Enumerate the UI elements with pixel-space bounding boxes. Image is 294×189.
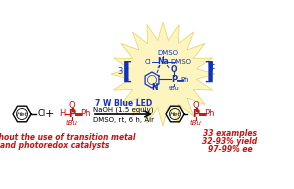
Text: P: P — [69, 109, 76, 119]
Text: DMSO: DMSO — [158, 50, 178, 56]
Text: Ph: Ph — [181, 77, 189, 83]
Text: Na: Na — [157, 57, 169, 67]
Text: Without the use of transition metal: Without the use of transition metal — [0, 132, 136, 142]
Text: Ph: Ph — [204, 109, 214, 119]
Text: +: + — [44, 109, 54, 119]
Text: P: P — [171, 75, 177, 84]
Text: N: N — [152, 83, 158, 91]
Text: Ph: Ph — [80, 109, 90, 119]
Text: Het: Het — [16, 112, 28, 116]
Text: ‡: ‡ — [210, 61, 215, 71]
Text: H: H — [59, 109, 65, 119]
Text: tBu: tBu — [169, 85, 179, 91]
Text: and photoredox catalysts: and photoredox catalysts — [0, 140, 110, 149]
Text: 32-93% yield: 32-93% yield — [202, 138, 258, 146]
Text: O: O — [193, 101, 199, 109]
Text: 7 W Blue LED: 7 W Blue LED — [95, 99, 152, 108]
Text: 97-99% ee: 97-99% ee — [208, 146, 252, 154]
Text: tBu: tBu — [66, 120, 78, 126]
Text: O: O — [171, 64, 177, 74]
Text: Cl: Cl — [145, 59, 151, 65]
Text: O: O — [69, 101, 75, 109]
Text: 33 examples: 33 examples — [203, 129, 257, 139]
Text: ]: ] — [203, 61, 215, 85]
Text: P: P — [193, 109, 200, 119]
Text: NaOH (1.5 equiv): NaOH (1.5 equiv) — [93, 107, 154, 113]
Text: Cl: Cl — [38, 109, 46, 119]
Text: [: [ — [121, 61, 133, 85]
Text: tBu: tBu — [190, 120, 202, 126]
Text: Het: Het — [169, 112, 181, 116]
Polygon shape — [111, 22, 215, 126]
Text: DMSO: DMSO — [171, 59, 191, 65]
Text: 3: 3 — [117, 67, 122, 75]
Text: DMSO, rt, 6 h, Air: DMSO, rt, 6 h, Air — [93, 117, 154, 123]
